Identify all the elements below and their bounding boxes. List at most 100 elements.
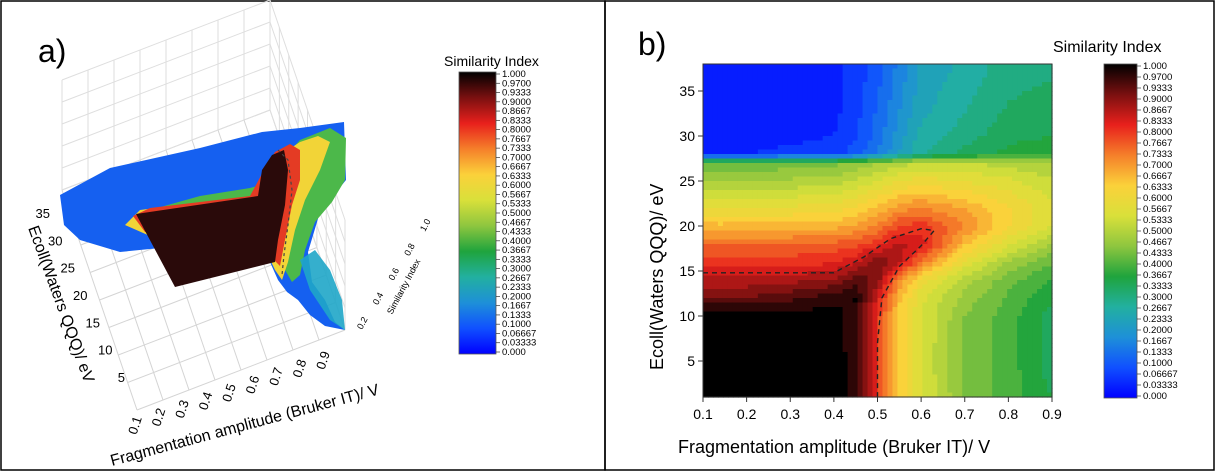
heatmap-cell — [942, 190, 948, 195]
heatmap-cell — [997, 244, 1003, 249]
heatmap-cell — [853, 123, 859, 128]
heatmap-cell — [788, 370, 794, 375]
heatmap-cell — [703, 154, 709, 159]
heatmap-cell — [873, 253, 879, 258]
heatmap-cell — [753, 334, 759, 339]
heatmap-cell — [977, 348, 983, 353]
heatmap-cell — [833, 267, 839, 272]
heatmap-cell — [1017, 118, 1023, 123]
heatmap-cell — [952, 109, 958, 114]
heatmap-cell — [1022, 145, 1028, 150]
heatmap-cell — [967, 343, 973, 348]
heatmap-cell — [957, 163, 963, 168]
heatmap-cell — [738, 91, 744, 96]
heatmap-cell — [808, 280, 814, 285]
heatmap-cell — [927, 123, 933, 128]
heatmap-cell — [922, 321, 928, 326]
heatmap-cell — [733, 105, 739, 110]
heatmap-cell — [897, 91, 903, 96]
heatmap-cell — [1042, 289, 1048, 294]
heatmap-cell — [1042, 87, 1048, 92]
heatmap-cell — [1042, 123, 1048, 128]
heatmap-cell — [1037, 141, 1043, 146]
heatmap-cell — [868, 348, 874, 353]
heatmap-cell — [813, 222, 819, 227]
heatmap-cell — [853, 204, 859, 209]
heatmap-cell — [942, 69, 948, 74]
heatmap-cell — [1007, 73, 1013, 78]
heatmap-cell — [813, 123, 819, 128]
heatmap-cell — [927, 289, 933, 294]
heatmap-cell — [962, 154, 968, 159]
heatmap-cell — [937, 307, 943, 312]
heatmap-cell — [882, 253, 888, 258]
heatmap-cell — [713, 330, 719, 335]
heatmap-cell — [912, 217, 918, 222]
heatmap-cell — [703, 361, 709, 366]
heatmap-cell — [708, 330, 714, 335]
heatmap-cell — [723, 96, 729, 101]
heatmap-cell — [942, 105, 948, 110]
heatmap-cell — [773, 217, 779, 222]
heatmap-cell — [887, 222, 893, 227]
heatmap-cell — [773, 118, 779, 123]
heatmap-cell — [863, 87, 869, 92]
heatmap-cell — [907, 312, 913, 317]
heatmap-cell — [733, 69, 739, 74]
heatmap-cell — [708, 370, 714, 375]
heatmap-cell — [912, 330, 918, 335]
heatmap-cell — [798, 222, 804, 227]
heatmap-cell — [743, 204, 749, 209]
heatmap-cell — [997, 240, 1003, 245]
heatmap-cell — [848, 141, 854, 146]
heatmap-cell — [848, 285, 854, 290]
heatmap-cell — [972, 82, 978, 87]
heatmap-cell — [1022, 276, 1028, 281]
heatmap-cell — [768, 145, 774, 150]
heatmap-cell — [808, 244, 814, 249]
heatmap-cell — [922, 271, 928, 276]
heatmap-cell — [1042, 352, 1048, 357]
heatmap-cell — [733, 325, 739, 330]
heatmap-cell — [897, 352, 903, 357]
heatmap-cell — [922, 105, 928, 110]
heatmap-cell — [922, 231, 928, 236]
heatmap-cell — [892, 64, 898, 69]
heatmap-cell — [738, 105, 744, 110]
heatmap-cell — [1002, 289, 1008, 294]
heatmap-cell — [887, 78, 893, 83]
heatmap-cell — [793, 69, 799, 74]
heatmap-cell — [1012, 298, 1018, 303]
heatmap-cell — [942, 123, 948, 128]
heatmap-cell — [833, 226, 839, 231]
heatmap-cell — [1017, 150, 1023, 155]
heatmap-cell — [793, 361, 799, 366]
heatmap-cell — [843, 271, 849, 276]
heatmap-cell — [863, 352, 869, 357]
heatmap-cell — [992, 262, 998, 267]
heatmap-cell — [768, 361, 774, 366]
heatmap-cell — [1037, 69, 1043, 74]
heatmap-cell — [982, 352, 988, 357]
heatmap-cell — [723, 91, 729, 96]
heatmap-cell — [992, 199, 998, 204]
heatmap-cell — [977, 100, 983, 105]
heatmap-cell — [997, 145, 1003, 150]
heatmap-cell — [753, 244, 759, 249]
heatmap-cell — [947, 118, 953, 123]
heatmap-cell — [863, 154, 869, 159]
heatmap-cell — [982, 159, 988, 164]
heatmap-cell — [1042, 190, 1048, 195]
heatmap-cell — [1042, 262, 1048, 267]
heatmap-cell — [848, 366, 854, 371]
heatmap-cell — [1012, 289, 1018, 294]
heatmap-cell — [1042, 100, 1048, 105]
heatmap-cell — [932, 343, 938, 348]
heatmap-cell — [932, 145, 938, 150]
heatmap-cell — [798, 262, 804, 267]
heatmap-cell — [927, 366, 933, 371]
heatmap-cell — [778, 271, 784, 276]
heatmap-cell — [718, 204, 724, 209]
heatmap-cell — [1007, 312, 1013, 317]
